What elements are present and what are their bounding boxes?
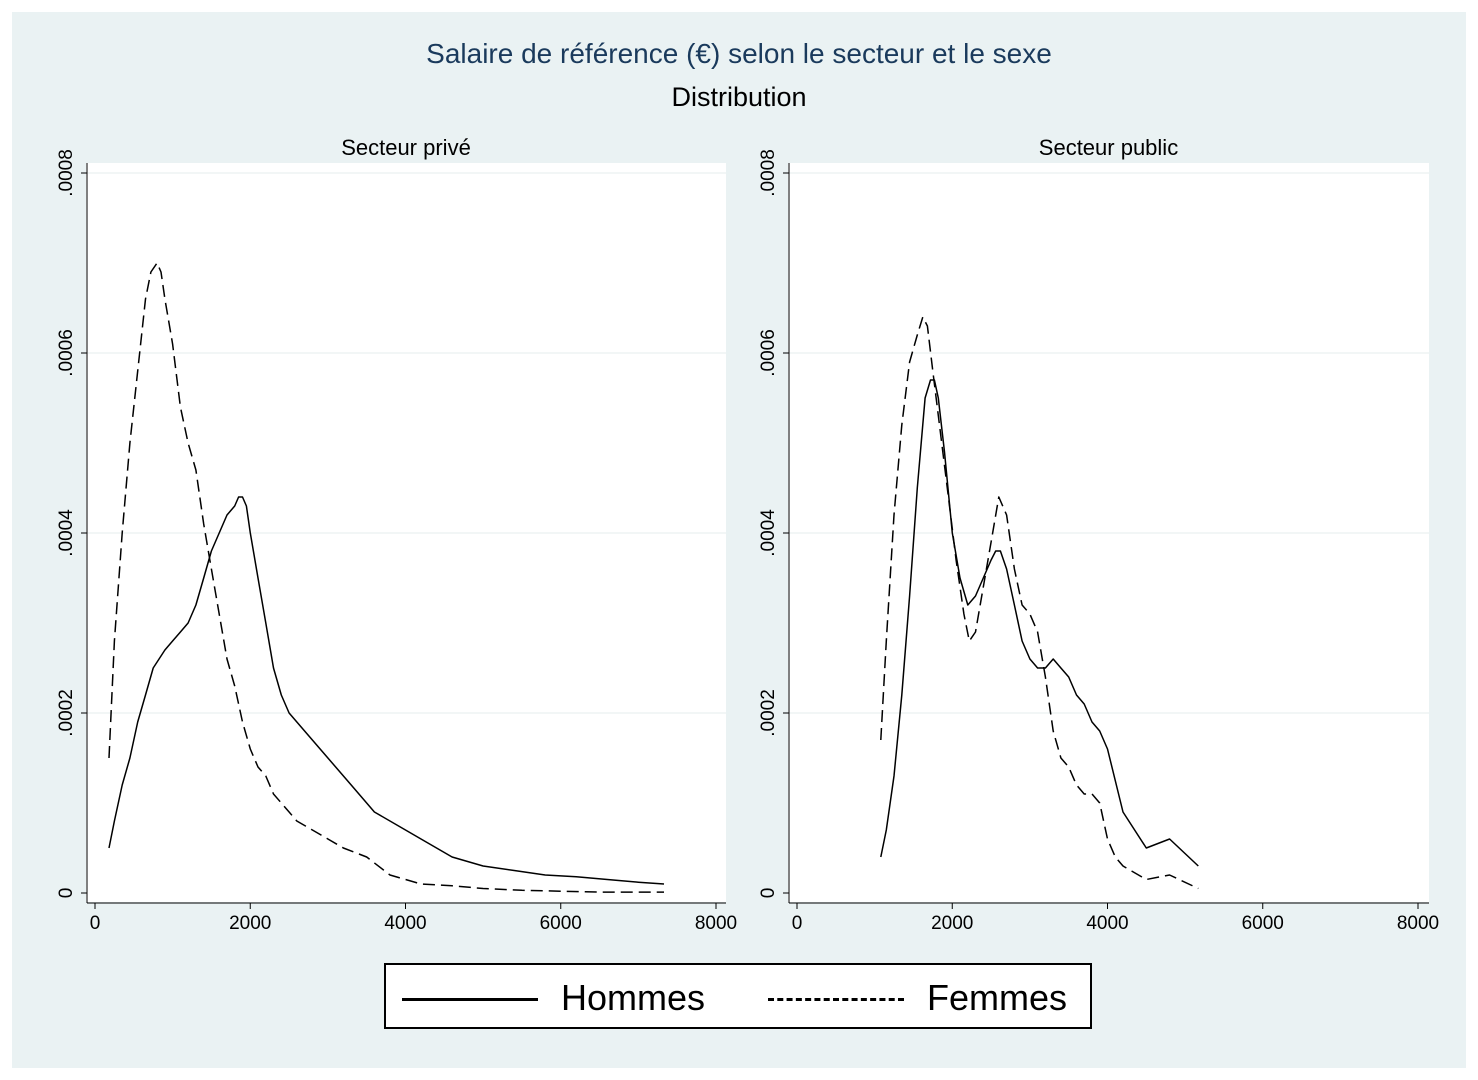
y-tick-label: .0002 <box>758 689 779 737</box>
x-tick-label: 2000 <box>229 913 271 934</box>
y-tick-label: .0004 <box>56 509 77 557</box>
panel-title: Secteur public <box>1039 135 1178 160</box>
y-tick-label: .0006 <box>56 329 77 377</box>
panel-title: Secteur privé <box>341 135 471 160</box>
y-tick-label: .0006 <box>758 329 779 377</box>
x-tick-label: 8000 <box>1397 913 1439 934</box>
y-tick-label: 0 <box>56 888 77 899</box>
x-tick-label: 4000 <box>384 913 426 934</box>
y-tick-label: 0 <box>758 888 779 899</box>
y-tick-label: .0008 <box>56 149 77 197</box>
series-line-femmes <box>880 316 1199 890</box>
series-line-hommes <box>880 379 1199 867</box>
legend-hommes-label: Hommes <box>561 977 706 1018</box>
x-tick-label: 8000 <box>695 913 737 934</box>
chart-subtitle: Distribution <box>671 82 807 112</box>
y-tick-label: .0008 <box>758 149 779 197</box>
series-line-femmes <box>108 262 664 893</box>
x-tick-label: 6000 <box>540 913 582 934</box>
x-tick-label: 0 <box>90 913 101 934</box>
series-line-hommes <box>108 496 665 885</box>
legend: Hommes Femmes <box>384 963 1092 1029</box>
x-tick-label: 4000 <box>1086 913 1128 934</box>
chart-title: Salaire de référence (€) selon le secteu… <box>426 38 1052 69</box>
legend-femmes-label: Femmes <box>927 977 1068 1018</box>
legend-femmes-swatch <box>768 998 904 1001</box>
y-tick-label: .0004 <box>758 509 779 557</box>
legend-hommes-swatch <box>402 998 538 1001</box>
x-tick-label: 2000 <box>931 913 973 934</box>
y-tick-label: .0002 <box>56 689 77 737</box>
x-tick-label: 6000 <box>1242 913 1284 934</box>
x-tick-label: 0 <box>792 913 803 934</box>
